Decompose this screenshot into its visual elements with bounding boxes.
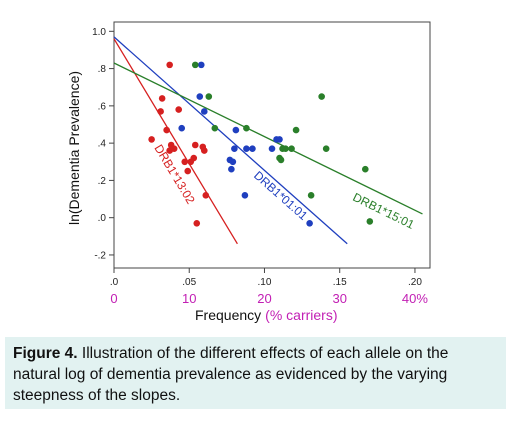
data-point [196,93,204,100]
data-point [166,147,173,154]
data-point [229,158,237,166]
x-pct-tick-label: 40% [402,291,428,306]
fit-line [113,38,238,245]
data-point [361,165,369,173]
y-tick-label: .6 [98,101,107,112]
x-pct-tick-label: 0 [110,291,117,306]
fit-line [113,62,423,215]
data-point [181,158,189,166]
caption-text: Illustration of the different effects of… [13,345,449,404]
fit-lines [113,36,423,245]
data-point [232,126,240,134]
x-tick-label: .20 [408,277,422,288]
y-tick-label: 1.0 [92,27,106,38]
scatter-plot: 1.0 .8 .6 .4 .2 .0 -.2 .0 0 .05 10 .10 20 .15 30 .20 40… [66,21,431,323]
data-point [243,124,250,132]
data-point [205,93,213,100]
data-point [307,192,315,199]
data-point [282,145,289,153]
data-point [276,136,283,143]
data-point [200,147,208,154]
data-point [193,219,201,227]
data-point [228,165,235,173]
x-pct-tick-label: 10 [182,291,196,306]
data-point [366,218,374,225]
caption-label: Figure 4. [13,345,78,362]
line-label: DRB1*15:01 [351,190,417,232]
data-point [191,61,199,69]
data-point [158,95,166,102]
data-point [166,61,173,69]
x-axis-title: Frequency (% carriers) [195,307,338,323]
data-point [163,126,170,134]
data-point [292,126,300,134]
x-tick-label: .0 [110,277,119,288]
data-point [197,61,205,69]
x-tick-label: .15 [333,277,347,288]
data-point [157,108,164,115]
x-pct-tick-label: 30 [332,291,346,306]
data-point [268,145,276,153]
data-point [306,219,313,227]
data-point [148,136,155,143]
data-point [288,145,295,153]
data-point [178,124,186,132]
y-axis-ticks: 1.0 .8 .6 .4 .2 .0 -.2 [92,27,114,261]
x-axis-title-suffix: (% carriers) [265,307,337,323]
data-point [318,93,325,100]
plot-frame [113,21,431,269]
data-point [190,154,198,162]
data-point [211,124,219,132]
data-point [191,141,199,149]
data-points [148,61,374,227]
figure-caption: Figure 4. Illustration of the different … [5,337,506,409]
fit-line [113,36,348,245]
data-point [231,145,238,153]
data-point [184,167,192,175]
data-point [241,192,249,199]
data-point [202,192,210,199]
y-tick-label: .2 [98,176,107,187]
line-label: DRB1*01:01 [251,168,310,223]
y-tick-label: .4 [98,139,107,150]
data-point [249,145,256,153]
data-point [243,145,250,153]
y-tick-label: .8 [98,64,107,75]
x-pct-tick-label: 20 [257,291,271,306]
y-tick-label: -.2 [94,250,106,261]
x-axis-ticks: .0 0 .05 10 .10 20 .15 30 .20 40% [110,268,428,306]
x-tick-label: .10 [258,277,272,288]
data-point [277,156,285,164]
y-tick-label: .0 [98,213,107,224]
x-tick-label: .05 [182,277,196,288]
data-point [175,106,183,113]
y-axis-title: ln(Dementia Prevalence) [66,71,82,225]
data-point [322,145,330,153]
x-axis-title-main: Frequency [195,307,261,323]
data-point [200,108,208,115]
